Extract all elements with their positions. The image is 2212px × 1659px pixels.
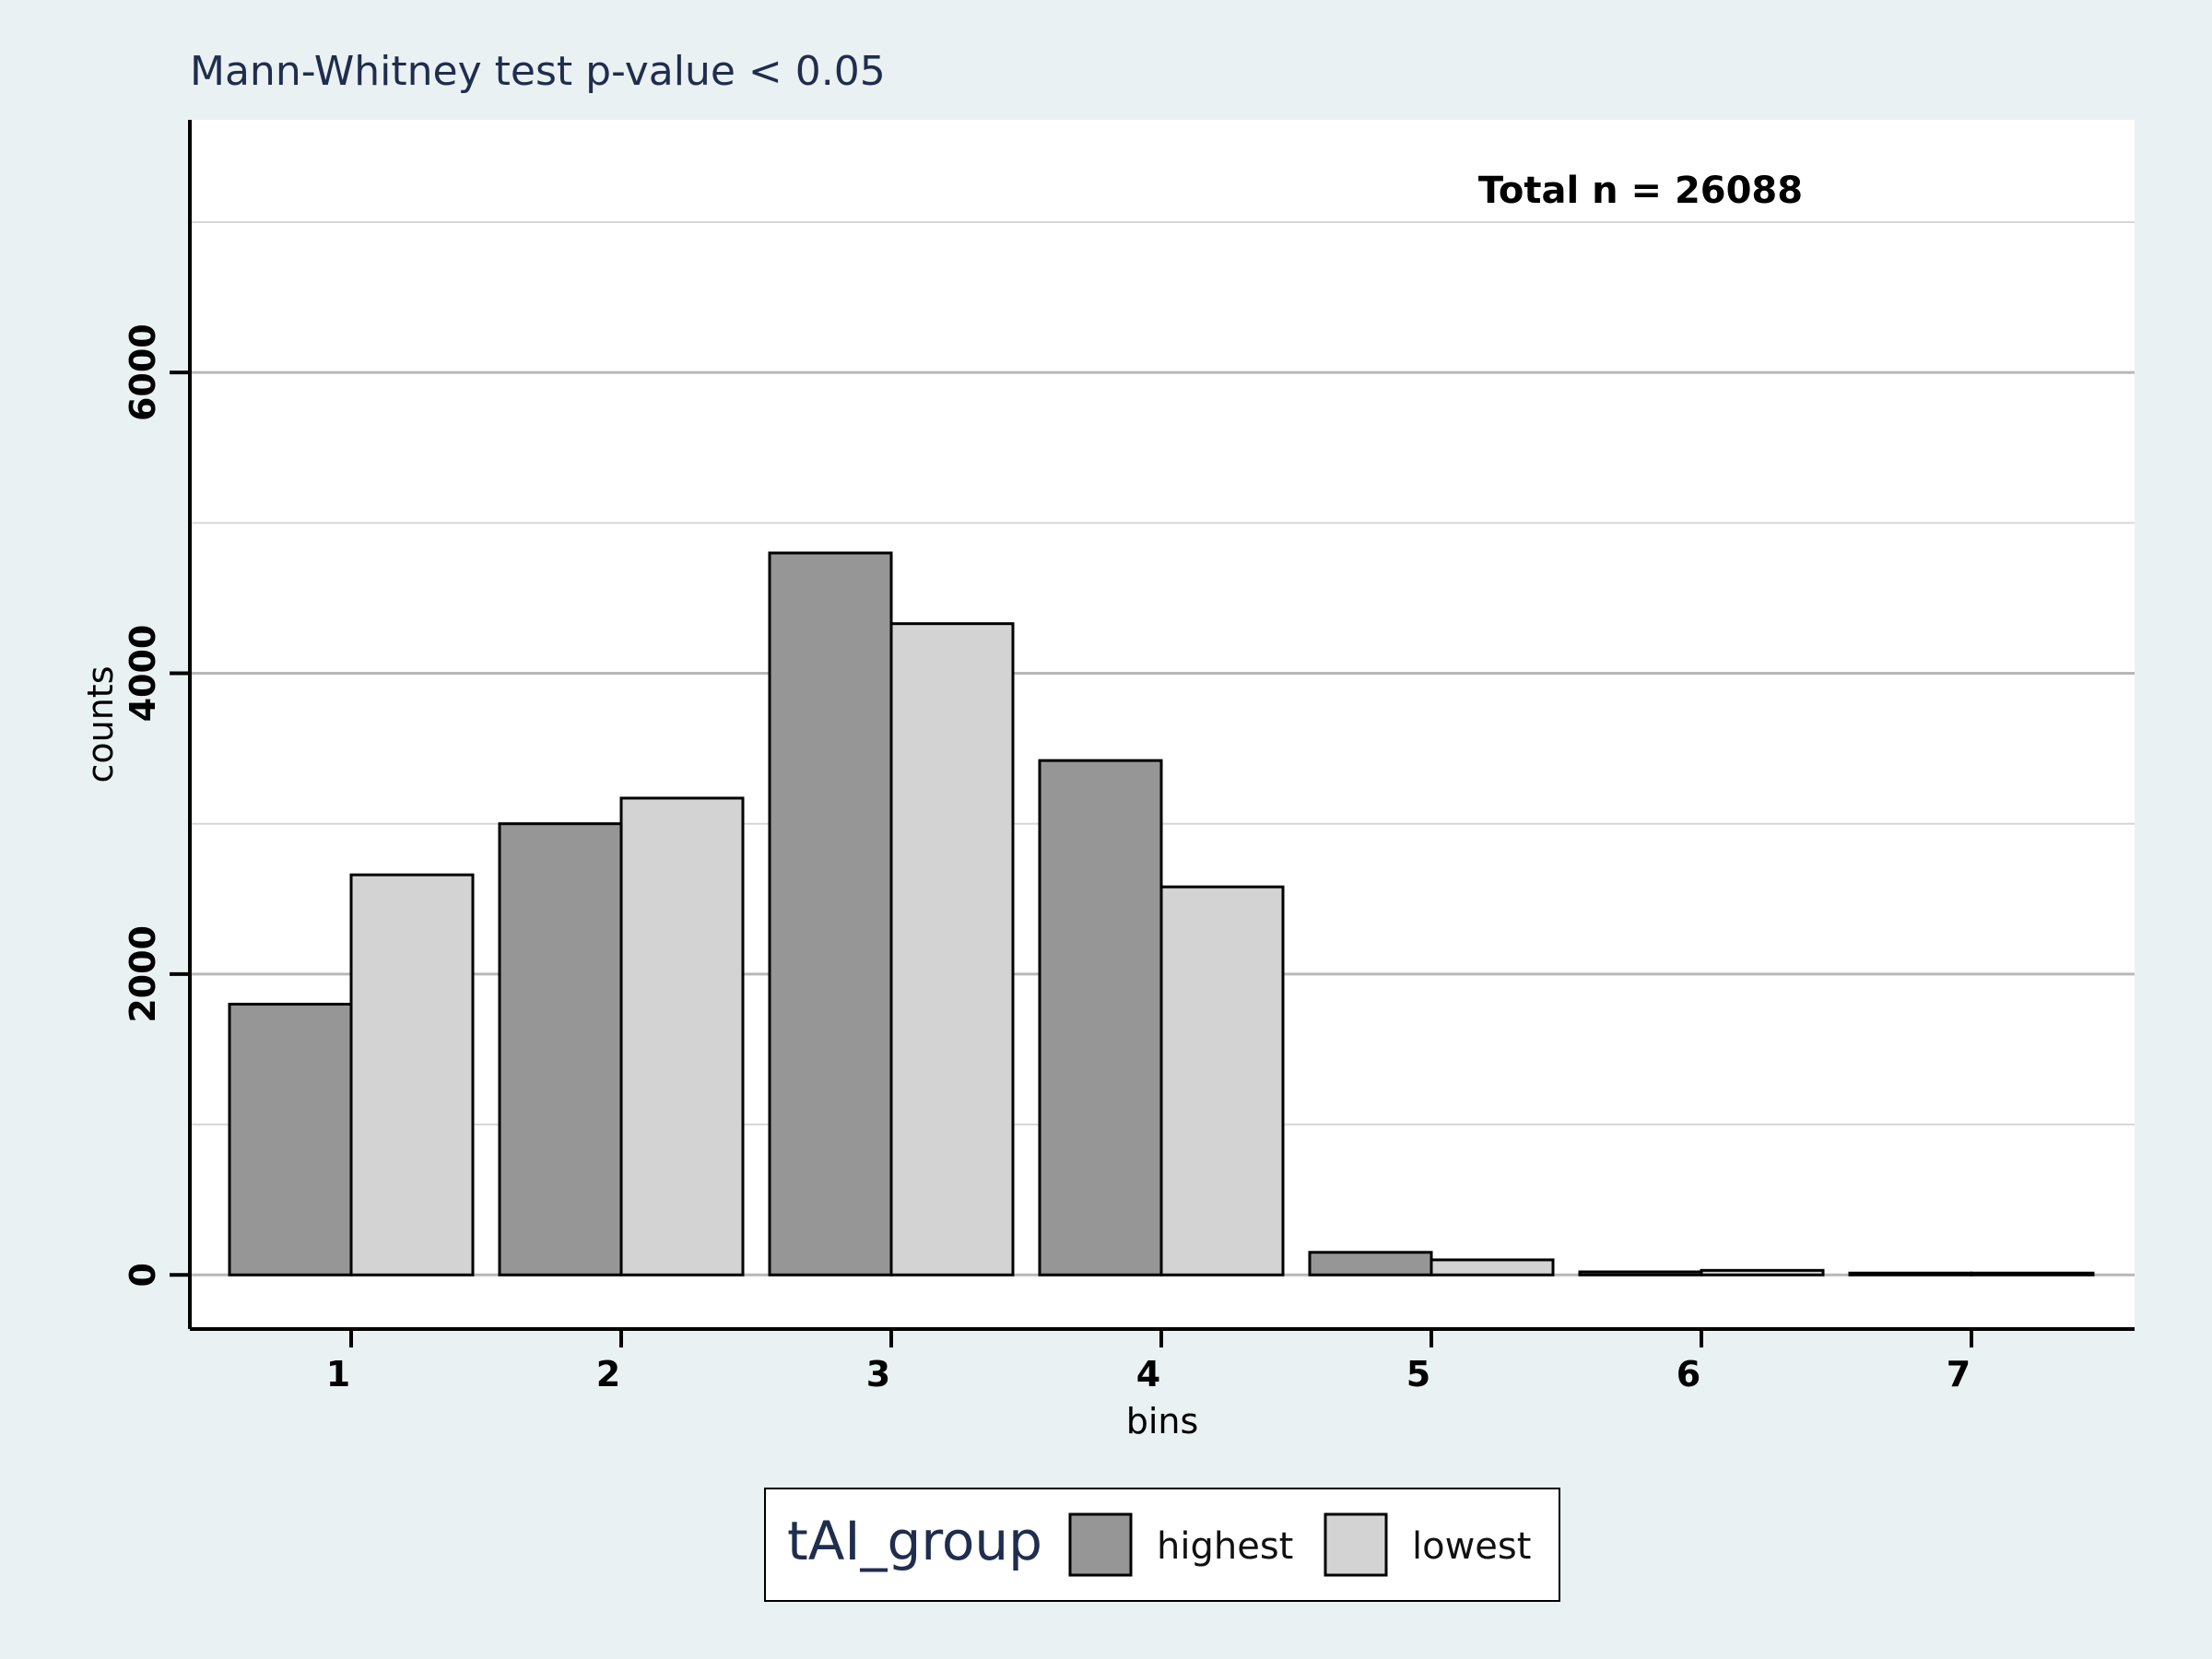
legend-swatch-highest: [1068, 1512, 1133, 1577]
chart-title: Mann-Whitney test p-value < 0.05: [190, 48, 886, 95]
y-tick-labels: 0 2000 4000 6000: [123, 324, 163, 1287]
bar-lowest-5: [1430, 1258, 1555, 1277]
bars: [228, 551, 2095, 1277]
axes: [170, 120, 2135, 1347]
y-tick-label: 0: [123, 1263, 163, 1287]
legend-label-lowest: lowest: [1412, 1525, 1531, 1568]
bar-lowest-1: [349, 873, 475, 1277]
bar-lowest-7: [1970, 1271, 2095, 1277]
x-axis-label: bins: [1126, 1401, 1199, 1441]
y-tick-label: 6000: [123, 324, 163, 421]
y-axis-label: counts: [80, 665, 121, 782]
bar-highest-4: [1038, 759, 1163, 1277]
x-tick-label: 6: [1677, 1354, 1700, 1394]
x-tick-label: 7: [1947, 1354, 1971, 1394]
bar-highest-3: [768, 551, 893, 1277]
y-tick-label: 4000: [123, 625, 163, 723]
bar-highest-6: [1578, 1270, 1703, 1277]
x-tick-label: 5: [1406, 1354, 1430, 1394]
x-tick-label: 1: [326, 1354, 350, 1394]
bar-highest-7: [1848, 1271, 1973, 1277]
legend-swatch-lowest: [1324, 1512, 1388, 1577]
x-tick-label: 2: [596, 1354, 620, 1394]
x-tick-label: 3: [866, 1354, 890, 1394]
x-tick-label: 4: [1136, 1354, 1160, 1394]
legend: tAI_group highest lowest: [764, 1488, 1560, 1602]
bar-lowest-4: [1159, 885, 1285, 1277]
legend-title: tAI_group: [787, 1510, 1042, 1572]
bar-highest-2: [498, 822, 623, 1277]
bar-highest-1: [228, 1003, 353, 1277]
total-n-annotation: Total n = 26088: [1478, 170, 1803, 212]
bar-lowest-2: [619, 796, 745, 1277]
y-tick-label: 2000: [123, 925, 163, 1023]
bar-lowest-6: [1700, 1268, 1825, 1277]
legend-label-highest: highest: [1157, 1525, 1293, 1568]
bar-highest-5: [1308, 1251, 1433, 1277]
legend-box: [764, 1488, 1560, 1602]
bar-lowest-3: [889, 622, 1015, 1277]
x-tick-labels: 1 2 3 4 5 6 7: [326, 1354, 1971, 1394]
